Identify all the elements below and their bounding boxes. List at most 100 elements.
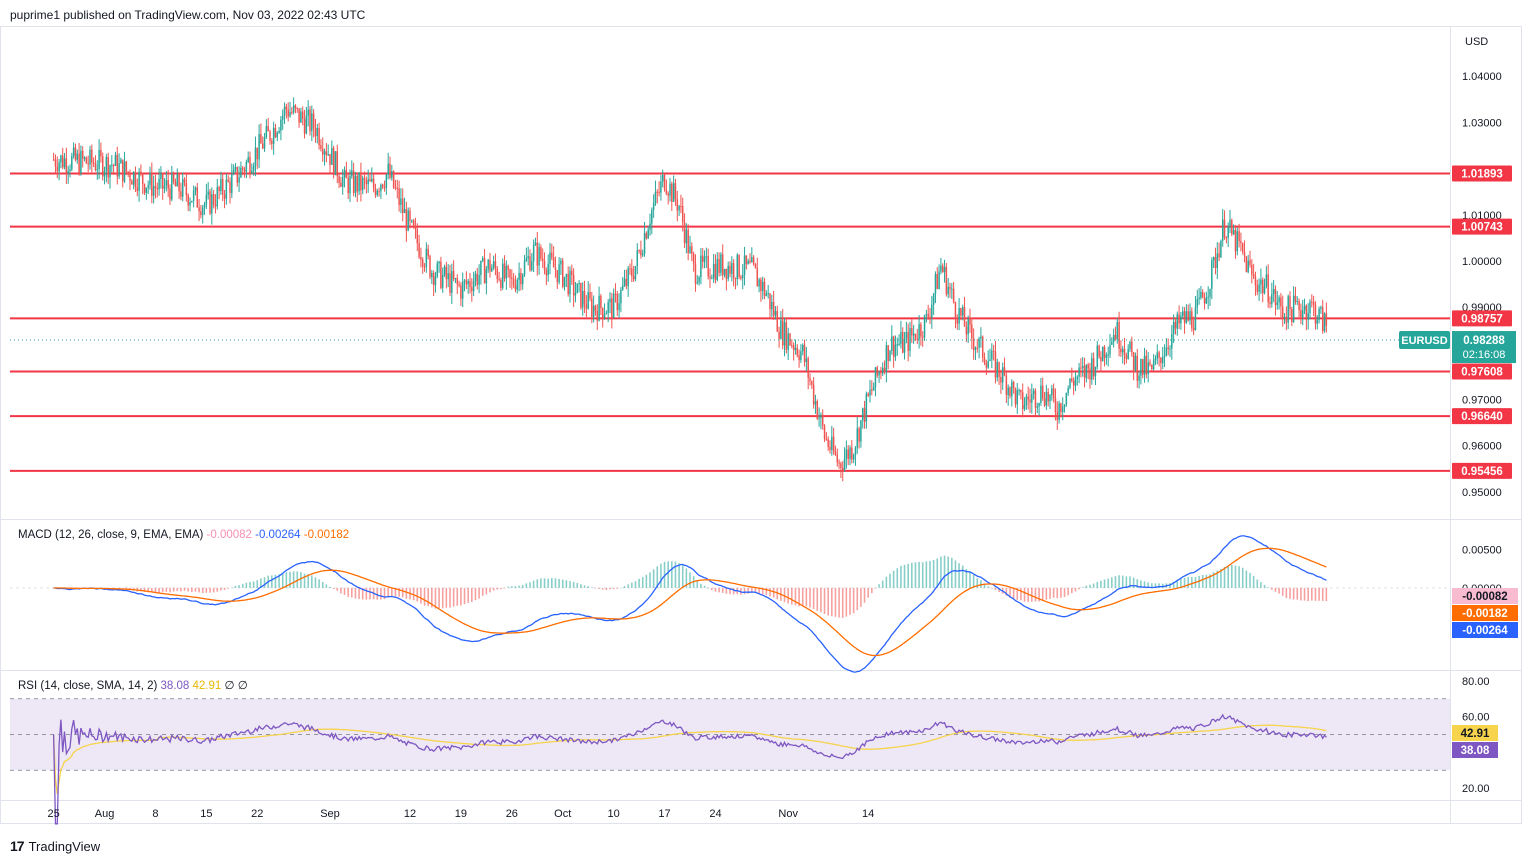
macd-pane[interactable] <box>10 535 1450 673</box>
macd-histogram-bar <box>220 587 222 591</box>
macd-histogram-bar <box>878 584 880 588</box>
candle-body <box>687 229 689 253</box>
macd-histogram-bar <box>223 587 226 590</box>
candle-body <box>812 384 815 405</box>
candle-body <box>1189 311 1191 321</box>
candle-body <box>632 276 635 280</box>
price-tick-label: 1.00000 <box>1462 256 1502 268</box>
candle-body <box>692 253 695 264</box>
candle-body <box>720 254 722 273</box>
candle-body <box>298 108 300 123</box>
candle-body <box>865 393 868 422</box>
macd-histogram-bar <box>1176 580 1179 588</box>
candle-body <box>320 145 322 149</box>
candle-body <box>63 158 66 168</box>
candle-body <box>189 202 191 206</box>
candle-body <box>1176 314 1179 329</box>
candle-body <box>325 151 328 155</box>
macd-histogram-bar <box>947 556 949 588</box>
candle-body <box>80 150 82 174</box>
candle-body <box>1267 274 1269 303</box>
macd-histogram-bar <box>987 586 989 588</box>
candle-body <box>951 288 953 290</box>
candle-body <box>527 256 529 259</box>
macd-histogram-bar <box>511 586 513 588</box>
candle-body <box>1096 345 1099 367</box>
candle-body <box>263 137 266 149</box>
candle-body <box>381 184 384 188</box>
candle-body <box>589 292 591 299</box>
candle-body <box>845 449 848 459</box>
candle-body <box>667 193 669 196</box>
candle-body <box>85 157 88 164</box>
candle-body <box>1209 288 1211 297</box>
candle-body <box>114 154 117 166</box>
candle-body <box>1043 398 1046 406</box>
candle-body <box>440 261 442 288</box>
candle-body <box>929 316 931 318</box>
candle-body <box>1091 358 1093 380</box>
candle-body <box>834 451 837 455</box>
candle-body <box>1111 342 1113 345</box>
time-axis[interactable]: 25 Aug 8 15 22 Sep 12 19 26 Oct 10 17 24 Nov 14 <box>48 808 875 820</box>
macd-histogram-bar <box>300 572 302 588</box>
macd-histogram-bar <box>460 587 462 606</box>
candle-body <box>931 304 933 318</box>
candle-body <box>1045 391 1048 406</box>
macd-histogram-bar <box>271 575 273 588</box>
candle-body <box>1311 301 1313 303</box>
macd-histogram-bar <box>1285 587 1288 599</box>
candle-body <box>203 204 206 208</box>
macd-histogram-bar <box>852 587 855 614</box>
level-price-tag <box>1452 462 1512 479</box>
candle-body <box>461 281 464 299</box>
candle-body <box>329 154 331 165</box>
candle-body <box>1158 352 1160 358</box>
macd-value-label: -0.00182 <box>1462 608 1507 620</box>
candle-body <box>1281 306 1284 319</box>
candle-body <box>383 187 386 189</box>
candle-body <box>721 254 724 276</box>
macd-histogram-bar <box>311 575 313 588</box>
time-tick-label: 24 <box>709 808 721 820</box>
candle-body <box>1231 219 1233 235</box>
candle-body <box>351 170 353 177</box>
candle-body <box>685 229 688 244</box>
candle-body <box>243 169 246 172</box>
macd-histogram-bar <box>1052 587 1055 598</box>
candle-body <box>1083 365 1086 378</box>
macd-histogram-bar <box>354 587 357 599</box>
tradingview-footer[interactable]: 17 TradingView <box>10 838 100 854</box>
candle-body <box>1001 367 1004 383</box>
candle-body <box>532 245 535 262</box>
candle-body <box>552 257 555 268</box>
macd-histogram-bar <box>449 587 451 608</box>
price-axis[interactable]: USD1.040001.030001.010001.000000.990000.… <box>1399 36 1518 795</box>
candle-body <box>663 175 666 190</box>
candle-body <box>1251 264 1253 275</box>
candle-body <box>1252 274 1255 277</box>
macd-histogram-bar <box>1260 582 1262 588</box>
macd-histogram-bar <box>580 584 582 588</box>
candle-body <box>101 156 104 177</box>
macd-histogram-bar <box>256 580 259 588</box>
rsi-legend-value: ∅ <box>238 680 248 692</box>
macd-histogram-bar <box>481 587 484 596</box>
rsi-pane[interactable] <box>10 698 1450 825</box>
macd-histogram-bar <box>769 587 771 597</box>
candle-body <box>1263 286 1266 294</box>
candle-body <box>140 171 142 174</box>
candle-body <box>74 147 77 160</box>
rsi-legend-title: RSI (14, close, SMA, 14, 2) <box>18 680 161 692</box>
candle-body <box>1292 295 1295 322</box>
candle-body <box>309 109 311 132</box>
candle-body <box>969 319 971 325</box>
macd-histogram-bar <box>1252 575 1255 588</box>
macd-histogram-bar <box>961 565 964 588</box>
candle-body <box>501 263 504 288</box>
macd-histogram-bar <box>158 587 160 593</box>
candle-body <box>567 273 569 295</box>
candle-body <box>1236 231 1239 252</box>
candles-layer[interactable] <box>10 97 1450 482</box>
